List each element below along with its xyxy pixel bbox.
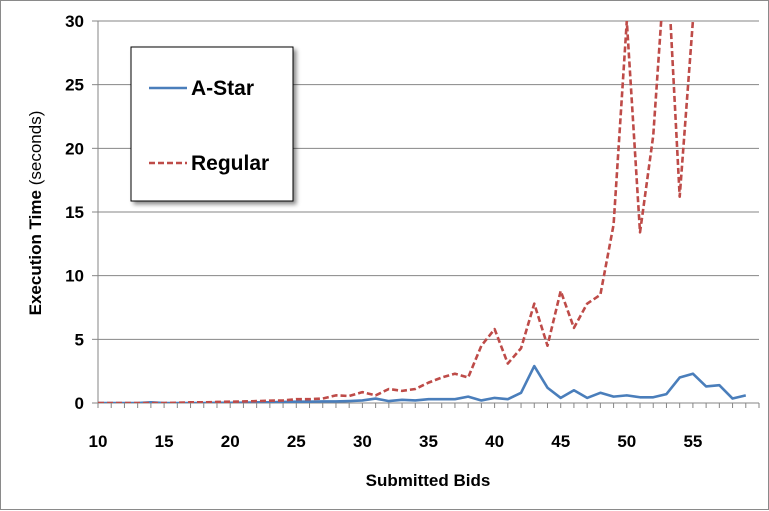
series-line-a-star xyxy=(98,364,747,403)
y-axis-title: Execution Time (seconds) xyxy=(26,111,45,316)
x-tick-label: 10 xyxy=(89,432,108,451)
series-lines xyxy=(98,21,747,403)
x-tick-label: 45 xyxy=(551,432,570,451)
x-tick-label: 35 xyxy=(419,432,438,451)
y-tick-label: 30 xyxy=(65,12,84,31)
legend-box xyxy=(130,46,294,202)
series-line-regular xyxy=(98,21,695,403)
x-tick-label: 50 xyxy=(617,432,636,451)
y-tick-label: 25 xyxy=(65,76,84,95)
y-tick-label: 5 xyxy=(75,330,84,349)
legend-label-regular: Regular xyxy=(191,152,269,175)
y-tick-label: 10 xyxy=(65,267,84,286)
x-tick-label: 15 xyxy=(155,432,174,451)
x-tick-label: 30 xyxy=(353,432,372,451)
x-tick-label: 20 xyxy=(221,432,240,451)
x-tick-label: 55 xyxy=(683,432,702,451)
legend-label-a-star: A-Star xyxy=(191,77,254,100)
x-tick-label: 40 xyxy=(485,432,504,451)
axes xyxy=(92,20,760,408)
y-axis-title-unit: (seconds) xyxy=(26,111,45,186)
legend: A-Star Regular xyxy=(130,46,294,202)
y-tick-label: 0 xyxy=(75,394,84,413)
y-axis-title-main: Execution Time xyxy=(26,190,45,315)
tick-labels: 0 5 10 15 20 25 30 10 15 20 25 30 35 40 45 50 55 xyxy=(65,12,702,451)
y-tick-label: 20 xyxy=(65,139,84,158)
x-tick-label: 25 xyxy=(287,432,306,451)
x-axis-title: Submitted Bids xyxy=(366,471,491,490)
y-tick-label: 15 xyxy=(65,203,84,222)
